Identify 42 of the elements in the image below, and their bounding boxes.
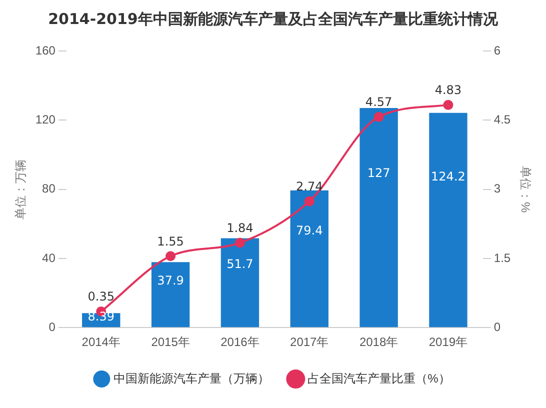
point — [304, 196, 314, 206]
y-tick-label: 120 — [35, 112, 56, 126]
y-tick-label: 40 — [42, 250, 56, 265]
y-tick-label: 80 — [42, 182, 56, 196]
x-tick-label: 2015年 — [151, 335, 190, 350]
legend-label: 占全国汽车产量比重（%） — [308, 371, 450, 386]
bar — [360, 108, 398, 328]
data-label: 37.9 — [157, 274, 184, 288]
x-tick-label: 2018年 — [359, 335, 398, 350]
data-label: 79.4 — [296, 223, 323, 238]
x-tick-label: 2014年 — [82, 335, 120, 350]
data-label: 4.83 — [434, 83, 462, 98]
y-tick-label: 160 — [35, 43, 56, 58]
data-label: 127 — [367, 166, 390, 180]
data-label: 51.7 — [226, 257, 254, 272]
data-label: 1.55 — [157, 234, 184, 248]
point — [166, 251, 176, 262]
y2-tick-label: 1.5 — [494, 250, 511, 265]
x-tick-label: 2016年 — [220, 335, 260, 350]
point — [374, 112, 384, 122]
data-label: 2.74 — [296, 179, 323, 194]
y2-axis-title: 单位：% — [518, 166, 532, 213]
y2-tick-label: 3 — [494, 182, 501, 196]
chart-title: 2014-2019年中国新能源汽车产量及占全国汽车产量比重统计情况 — [47, 10, 499, 29]
legend-label: 中国新能源汽车产量（万辆） — [114, 371, 270, 386]
data-label: 4.57 — [365, 95, 392, 110]
y-axis-title: 单位：万辆 — [14, 159, 28, 220]
y2-tick-label: 6 — [494, 43, 501, 58]
x-tick-label: 2019年 — [428, 335, 468, 350]
y2-tick-label: 0 — [494, 320, 501, 334]
x-tick-label: 2017年 — [290, 335, 329, 350]
point — [443, 100, 454, 110]
data-label: 124.2 — [431, 169, 466, 184]
data-label: 1.84 — [226, 220, 254, 235]
bar — [151, 262, 190, 328]
data-label: 0.35 — [88, 290, 114, 304]
bar — [290, 190, 328, 328]
y2-tick-label: 4.5 — [494, 112, 511, 126]
bar — [429, 112, 468, 328]
bar — [220, 238, 260, 328]
y-tick-label: 0 — [48, 320, 56, 334]
point — [234, 238, 245, 248]
